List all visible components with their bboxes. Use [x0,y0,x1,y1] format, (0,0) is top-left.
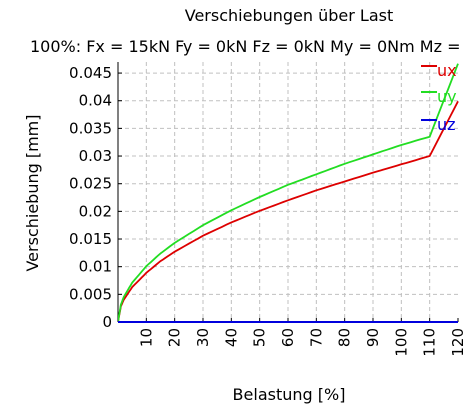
legend-label-uy: uy [437,87,457,106]
legend-label-ux: ux [437,61,457,80]
x-tick-label: 80 [336,328,354,347]
x-tick-label: 40 [222,328,240,347]
legend-label-uz: uz [437,115,456,134]
x-tick-label: 30 [194,328,212,347]
x-tick-label: 70 [307,328,325,347]
y-tick-label: 0 [102,313,112,331]
y-tick-label: 0.01 [79,258,112,276]
x-tick-label: 10 [137,328,155,347]
y-axis-label: Verschiebung [mm] [23,114,42,271]
x-tick-label: 50 [251,328,269,347]
x-tick-label: 20 [166,328,184,347]
grid [118,62,458,322]
y-tick-label: 0.03 [79,147,112,165]
series-line-uy [118,63,459,323]
y-tick-label: 0.025 [69,175,112,193]
y-tick-label: 0.015 [69,230,112,248]
x-tick-label: 120 [449,328,467,357]
x-tick-label: 90 [364,328,382,347]
y-tick-label: 0.02 [79,202,112,220]
series-lines [118,63,459,323]
chart-subtitle: 100%: Fx = 15kN Fy = 0kN Fz = 0kN My = 0… [30,37,460,56]
x-tick-label: 60 [279,328,297,347]
y-tick-label: 0.005 [69,285,112,303]
chart-title: Verschiebungen über Last [185,6,393,25]
legend: ux uy uz [421,61,457,134]
y-tick-label: 0.035 [69,119,112,137]
series-line-ux [118,100,459,323]
x-axis-label: Belastung [%] [233,385,346,404]
x-tick-label: 110 [421,328,439,357]
tick-labels: 10 20 30 40 50 60 70 80 90 100 110 120 0 0.005 0.01 0.0… [69,64,467,357]
x-tick-label: 100 [392,328,410,357]
y-tick-label: 0.045 [69,64,112,82]
y-tick-label: 0.04 [79,92,112,110]
